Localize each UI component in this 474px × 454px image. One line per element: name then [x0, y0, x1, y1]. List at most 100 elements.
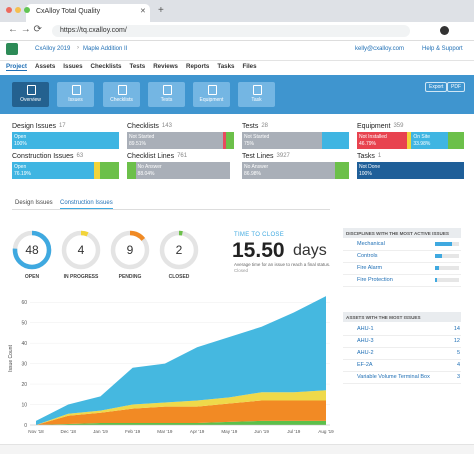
- area-series: [36, 400, 326, 425]
- donut-value: 4: [78, 243, 85, 257]
- status-segment[interactable]: [322, 132, 349, 149]
- segment-value: 46.79%: [359, 141, 376, 147]
- ttc-heading: TIME TO CLOSE: [234, 232, 285, 238]
- panel-header: DISCIPLINES WITH THE MOST ACTIVE ISSUES: [343, 228, 461, 238]
- menu-item[interactable]: Tasks: [217, 63, 235, 70]
- status-segment[interactable]: Not Started 75%: [242, 132, 323, 149]
- toolbar-button[interactable]: Tests: [148, 82, 185, 107]
- segment-status: No Answer: [137, 164, 162, 170]
- toolbar-label: Checklists: [110, 97, 133, 103]
- window-max[interactable]: [24, 7, 30, 13]
- row-divider: [343, 286, 461, 287]
- card-title: Test Lines: [242, 153, 274, 160]
- card-title: Construction Issues: [12, 153, 74, 160]
- segment-value: 86.98%: [244, 171, 261, 177]
- toolbar-button[interactable]: Equipment: [193, 82, 230, 107]
- discipline-bar: [435, 278, 438, 282]
- profile[interactable]: [440, 26, 449, 35]
- y-tick-label: 10: [21, 403, 27, 409]
- segment-status: Open: [14, 164, 27, 170]
- new-tab[interactable]: +: [158, 5, 164, 16]
- toolbar-button[interactable]: Overview: [12, 82, 49, 107]
- toolbar-icon: [27, 85, 36, 95]
- issue-tab[interactable]: Construction Issues: [60, 200, 113, 209]
- toolbar-button[interactable]: Task: [238, 82, 275, 107]
- user-email[interactable]: kelly@cxalloy.com: [355, 46, 404, 52]
- address-bar[interactable]: [52, 25, 410, 37]
- y-tick-label: 0: [24, 423, 27, 429]
- menu-item[interactable]: Tests: [129, 63, 146, 70]
- status-segment[interactable]: On Site 33.98%: [411, 132, 448, 149]
- status-segment[interactable]: Not Done 100%: [357, 162, 464, 179]
- status-segment[interactable]: No Answer 88.04%: [135, 162, 230, 179]
- ttc-link[interactable]: Closed: [234, 268, 249, 273]
- discipline-link[interactable]: Fire Protection: [357, 277, 393, 283]
- status-segment[interactable]: No Answer 86.98%: [242, 162, 336, 179]
- breadcrumb-item[interactable]: Maple Addition II: [83, 46, 128, 52]
- donut-value: 48: [25, 243, 39, 257]
- donut-arc: [159, 230, 199, 270]
- toolbar-icon: [118, 85, 127, 95]
- asset-count: 14: [453, 326, 460, 332]
- asset-link[interactable]: AHU-1: [357, 326, 374, 332]
- status-segment[interactable]: [222, 132, 226, 149]
- menu-item[interactable]: Assets: [34, 63, 56, 70]
- status-segment[interactable]: Open 76.19%: [12, 162, 94, 179]
- status-segment[interactable]: [127, 162, 136, 179]
- asset-link[interactable]: Variable Volume Terminal Box: [357, 374, 430, 380]
- toolbar-action[interactable]: Export: [425, 82, 448, 92]
- url: https://tq.cxalloy.com/: [60, 27, 127, 34]
- area-series: [36, 296, 326, 425]
- discipline-link[interactable]: Fire Alarm: [357, 265, 383, 271]
- asset-link[interactable]: AHU-3: [357, 338, 374, 344]
- x-tick-label: Dec '18: [61, 429, 77, 434]
- menu-item[interactable]: Reports: [185, 63, 210, 70]
- menu-item[interactable]: Checklists: [90, 63, 122, 70]
- discipline-link[interactable]: Mechanical: [357, 241, 385, 247]
- asset-link[interactable]: EF-2A: [357, 362, 373, 368]
- help-link[interactable]: Help & Support: [422, 46, 463, 52]
- menu-item[interactable]: Reviews: [153, 63, 178, 70]
- breadcrumb-item[interactable]: CxAlloy 2019: [35, 46, 71, 52]
- discipline-bar: [435, 242, 453, 246]
- y-tick-label: 20: [21, 382, 27, 388]
- status-segment[interactable]: [93, 162, 100, 179]
- toolbar-action[interactable]: PDF: [447, 82, 465, 92]
- card-title: Checklists: [127, 123, 159, 130]
- status-segment[interactable]: Not Started 89.51%: [127, 132, 223, 149]
- discipline-link[interactable]: Controls: [357, 253, 378, 259]
- menu-item[interactable]: Files: [242, 63, 257, 70]
- row-divider: [343, 347, 461, 348]
- toolbar-button[interactable]: Issues: [57, 82, 94, 107]
- row-divider: [343, 335, 461, 336]
- status-segment[interactable]: Open 100%: [12, 132, 119, 149]
- segment-status: Not Started: [129, 134, 155, 140]
- issue-tab[interactable]: Design Issues: [15, 200, 53, 206]
- tab-divider: [12, 209, 330, 210]
- nav-buttons[interactable]: ← → ⟳: [8, 24, 42, 35]
- status-segment[interactable]: [335, 162, 349, 179]
- toolbar-icon: [163, 85, 172, 95]
- menu-item[interactable]: Issues: [63, 63, 83, 70]
- status-segment[interactable]: [99, 162, 119, 179]
- app-logo[interactable]: [6, 43, 18, 55]
- segment-status: Not Started: [244, 134, 270, 140]
- menu-item[interactable]: Project: [6, 63, 27, 71]
- asset-count: 4: [456, 362, 460, 368]
- donut-value: 2: [176, 243, 183, 257]
- window-min[interactable]: [15, 7, 21, 13]
- toolbar-button[interactable]: Checklists: [103, 82, 140, 107]
- toolbar-label: Equipment: [199, 97, 224, 103]
- status-segment[interactable]: [447, 132, 464, 149]
- status-segment[interactable]: Not Installed 46.79%: [357, 132, 408, 149]
- window-close[interactable]: [6, 7, 12, 13]
- status-segment[interactable]: [225, 132, 234, 149]
- tab-close[interactable]: ✕: [140, 8, 146, 15]
- asset-count: 3: [456, 374, 460, 380]
- segment-value: 89.51%: [129, 141, 146, 147]
- asset-link[interactable]: AHU-2: [357, 350, 374, 356]
- status-segment[interactable]: [407, 132, 412, 149]
- browser-tab[interactable]: [26, 4, 150, 22]
- toolbar-label: Overview: [20, 97, 41, 103]
- x-tick-label: Jun '19: [254, 429, 269, 434]
